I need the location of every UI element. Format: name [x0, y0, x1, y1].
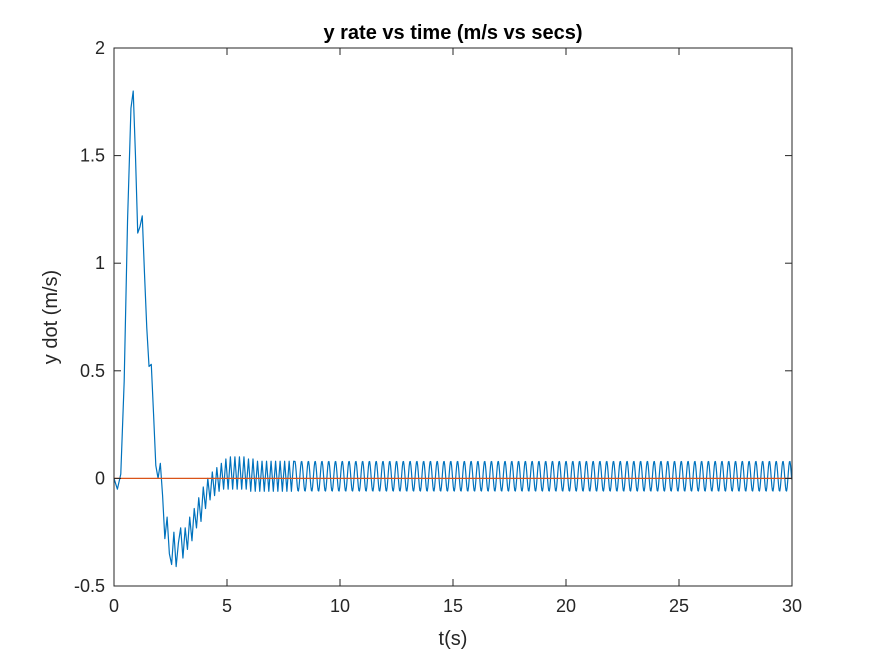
- x-tick-label: 5: [222, 596, 232, 616]
- y-tick-label: -0.5: [74, 576, 105, 596]
- chart-title: y rate vs time (m/s vs secs): [323, 22, 582, 44]
- y-tick-label: 0.5: [80, 361, 105, 381]
- x-tick-label: 20: [556, 596, 576, 616]
- y-tick-label: 1.5: [80, 146, 105, 166]
- x-tick-label: 10: [330, 596, 350, 616]
- x-tick-label: 0: [109, 596, 119, 616]
- x-tick-label: 15: [443, 596, 463, 616]
- y-tick-label: 0: [95, 468, 105, 488]
- series-layer: [113, 90, 793, 568]
- y-axis-label: y dot (m/s): [40, 270, 62, 364]
- x-axis-label: t(s): [439, 628, 468, 650]
- series-line-1: [113, 90, 793, 568]
- y-tick-label: 1: [95, 253, 105, 273]
- x-tick-label: 25: [669, 596, 689, 616]
- tick-layer: 0 5 10 15 20 25 30-0.500.511.52: [74, 38, 802, 616]
- plot-area: [114, 48, 792, 586]
- y-tick-label: 2: [95, 38, 105, 58]
- x-tick-label: 30: [782, 596, 802, 616]
